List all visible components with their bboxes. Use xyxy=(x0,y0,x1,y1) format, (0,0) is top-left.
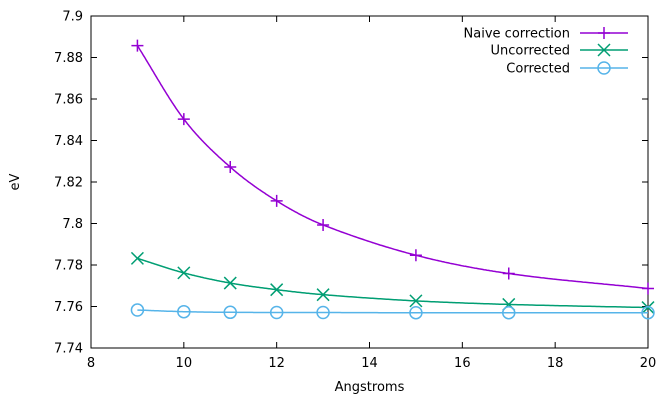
data-point xyxy=(177,304,191,319)
data-point xyxy=(177,113,190,126)
data-point xyxy=(316,288,330,302)
y-tick-label: 7.78 xyxy=(54,259,83,274)
data-point xyxy=(317,218,330,231)
y-tick-label: 7.82 xyxy=(54,176,83,191)
series-line xyxy=(137,309,648,314)
data-point xyxy=(130,303,145,317)
data-point xyxy=(316,305,330,320)
plot-series xyxy=(130,39,655,320)
data-point xyxy=(130,251,144,265)
data-point xyxy=(409,305,423,320)
x-tick-label: 20 xyxy=(640,356,657,371)
data-point xyxy=(224,161,237,174)
series-line xyxy=(136,45,649,290)
y-tick-label: 7.88 xyxy=(54,51,83,66)
legend-label: Uncorrected xyxy=(490,44,570,59)
data-point xyxy=(270,194,283,207)
data-point xyxy=(642,282,654,295)
data-point xyxy=(409,249,422,262)
series-line xyxy=(137,257,648,309)
legend-label: Corrected xyxy=(506,62,570,77)
x-axis-title: Angstroms xyxy=(335,380,405,395)
data-point xyxy=(269,305,284,320)
y-tick-label: 7.9 xyxy=(62,10,83,25)
data-point xyxy=(409,294,423,308)
data-point xyxy=(641,305,655,320)
data-point xyxy=(177,266,191,280)
x-tick-label: 14 xyxy=(361,356,378,371)
data-point xyxy=(223,276,237,290)
x-tick-label: 10 xyxy=(176,356,193,371)
series-plus xyxy=(131,39,654,295)
y-tick-label: 7.84 xyxy=(54,134,83,149)
data-point xyxy=(223,305,237,320)
data-point xyxy=(131,39,144,52)
y-tick-label: 7.76 xyxy=(54,300,83,315)
series-circle xyxy=(130,303,655,320)
y-axis-title: eV xyxy=(8,173,23,190)
legend-label: Naive correction xyxy=(464,27,570,42)
series-cross xyxy=(130,251,655,315)
x-tick-label: 18 xyxy=(547,356,564,371)
y-tick-label: 7.8 xyxy=(62,217,83,232)
legend-marker-circle xyxy=(597,61,611,75)
data-point xyxy=(502,305,516,320)
data-point xyxy=(270,283,284,297)
plot-axes: 8 10 12 14 16 18 20 7.74 7.76 7.78 7.8 7.82 7.84 7.86… xyxy=(54,10,656,372)
y-tick-label: 7.74 xyxy=(54,342,83,357)
legend-marker-plus xyxy=(598,27,610,39)
x-tick-label: 8 xyxy=(87,356,95,371)
x-tick-label: 16 xyxy=(454,356,471,371)
legend-marker-cross xyxy=(597,43,611,57)
data-point xyxy=(641,301,655,315)
data-point xyxy=(502,267,515,280)
y-tick-label: 7.86 xyxy=(54,93,83,108)
x-tick-label: 12 xyxy=(268,356,285,371)
chart-legend: Naive correction Uncorrected Corrected xyxy=(464,27,628,77)
